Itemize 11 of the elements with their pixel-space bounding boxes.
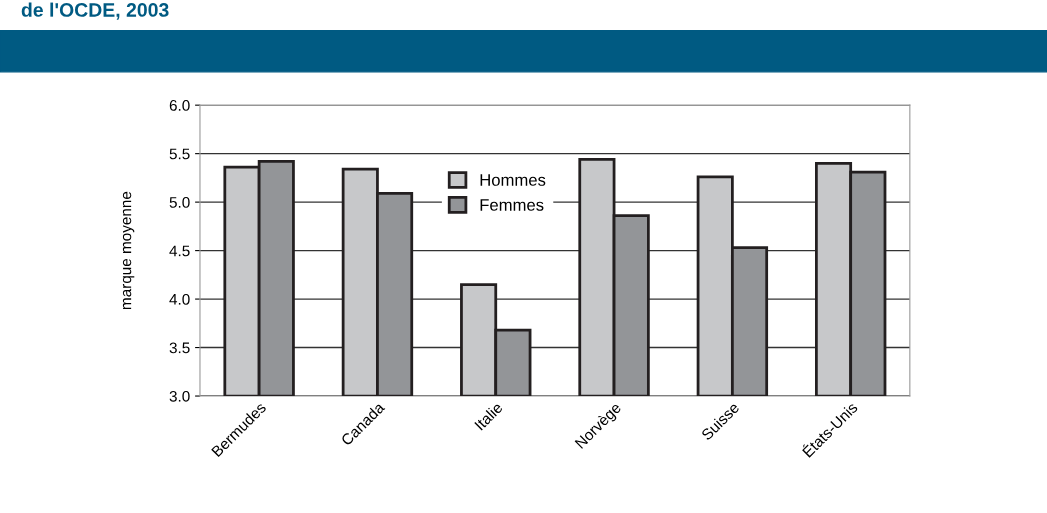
y-axis-title: marque moyenne — [122, 191, 135, 310]
y-tick-label: 6.0 — [169, 100, 190, 111]
chart-title: de l'OCDE, 2003 — [21, 2, 169, 20]
y-tick-label: 5.0 — [169, 196, 190, 208]
legend-label: Femmes — [480, 199, 544, 211]
legend-label: Hommes — [480, 174, 546, 186]
y-tick-label: 5.5 — [169, 148, 190, 160]
y-tick-label: 3.0 — [169, 390, 190, 402]
y-tick-label: 4.5 — [169, 245, 190, 257]
y-tick-label: 4.0 — [169, 293, 190, 305]
y-tick-label: 3.5 — [169, 342, 190, 354]
